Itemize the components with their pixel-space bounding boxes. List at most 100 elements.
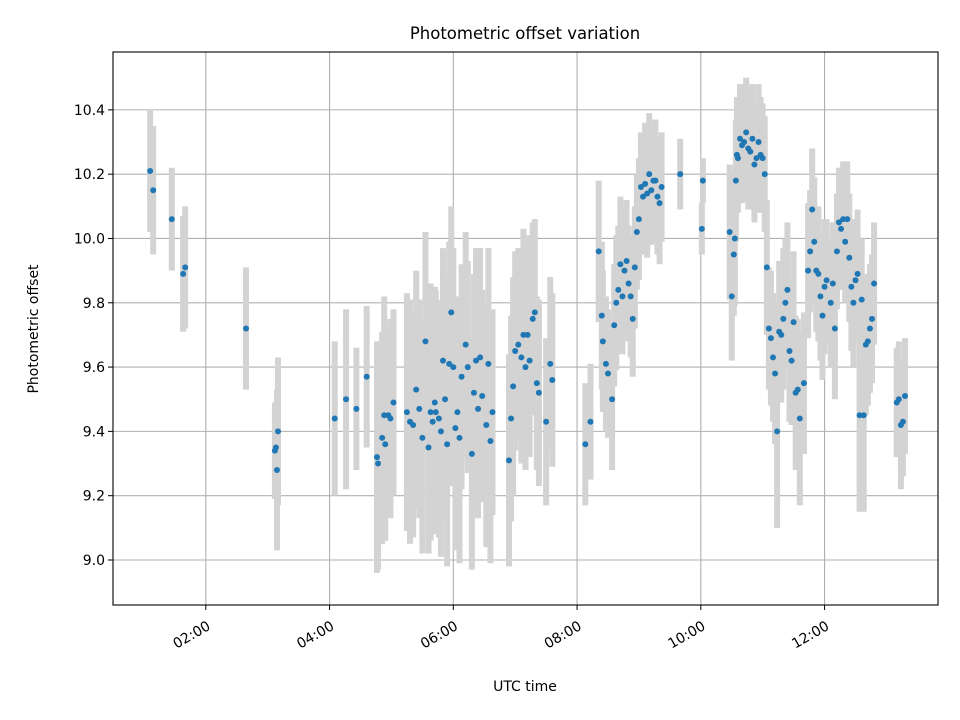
data-point <box>598 312 605 319</box>
chart-title: Photometric offset variation <box>410 24 640 43</box>
data-point <box>621 267 628 274</box>
data-point <box>464 364 471 371</box>
data-point <box>506 457 512 464</box>
data-point <box>827 299 834 306</box>
data-point <box>819 312 826 319</box>
data-point <box>627 293 634 300</box>
data-point <box>698 225 705 232</box>
data-point <box>782 299 789 306</box>
x-axis-label: UTC time <box>493 679 557 695</box>
data-point <box>422 338 429 345</box>
data-point <box>272 444 279 451</box>
data-point <box>854 270 861 277</box>
data-point <box>587 418 594 425</box>
data-point <box>836 219 842 226</box>
data-point <box>811 238 818 245</box>
data-point <box>848 283 855 290</box>
data-point <box>774 428 781 435</box>
data-point <box>623 257 630 264</box>
data-point <box>852 277 859 284</box>
data-point <box>413 386 420 393</box>
data-point <box>726 229 733 236</box>
data-point <box>635 216 642 223</box>
data-point <box>864 338 871 345</box>
data-point <box>382 441 389 448</box>
data-point <box>379 434 386 441</box>
data-point <box>794 386 801 393</box>
data-point <box>759 155 766 162</box>
data-point <box>633 229 640 236</box>
data-point <box>790 319 797 326</box>
data-point <box>479 393 486 400</box>
data-point <box>850 299 857 306</box>
data-point <box>815 270 822 277</box>
data-point <box>699 177 706 184</box>
data-point <box>374 454 380 461</box>
data-point <box>871 280 878 287</box>
data-point <box>763 264 770 271</box>
data-point <box>844 216 851 223</box>
data-point <box>648 187 655 194</box>
data-point <box>526 357 533 364</box>
y-tick-label: 9.6 <box>83 360 105 376</box>
data-point <box>595 248 602 255</box>
data-point <box>840 216 847 223</box>
data-point <box>788 357 795 364</box>
data-point <box>432 409 439 416</box>
data-point <box>734 155 741 162</box>
data-point <box>520 331 527 338</box>
data-point <box>456 434 463 441</box>
data-point <box>468 450 475 457</box>
data-point <box>435 415 442 422</box>
data-point <box>582 441 589 448</box>
data-point <box>642 180 649 187</box>
data-point <box>770 354 776 361</box>
data-point <box>543 418 550 425</box>
data-point <box>869 315 875 322</box>
plot-frame <box>112 51 939 606</box>
data-point <box>833 248 840 255</box>
data-point <box>599 338 606 345</box>
data-point <box>387 415 394 422</box>
data-point <box>419 434 426 441</box>
data-point <box>749 135 756 142</box>
data-point <box>448 309 455 316</box>
y-axis-label: Photometric offset <box>26 264 42 394</box>
data-point <box>168 216 175 223</box>
data-point <box>410 421 417 428</box>
data-point <box>831 325 838 332</box>
data-point <box>737 135 743 142</box>
data-point <box>829 280 836 287</box>
data-point <box>728 293 735 300</box>
data-point <box>446 360 453 367</box>
data-point <box>654 193 661 200</box>
data-point <box>180 270 187 277</box>
y-axis-ticks: 9.0 9.2 9.4 9.6 9.8 10.0 10.2 10.4 <box>74 103 113 569</box>
data-point <box>800 380 807 387</box>
data-point <box>381 412 388 419</box>
data-point <box>440 357 446 364</box>
y-tick-label: 9.4 <box>83 424 105 440</box>
data-point <box>473 357 479 364</box>
data-point <box>613 299 620 306</box>
data-point <box>895 396 902 403</box>
data-point <box>442 396 449 403</box>
data-point <box>602 360 609 367</box>
data-point <box>510 383 517 390</box>
data-point <box>508 415 515 422</box>
data-point <box>625 280 632 287</box>
data-point <box>619 293 626 300</box>
data-point <box>677 171 684 178</box>
data-point <box>390 399 397 406</box>
data-point <box>615 286 622 293</box>
data-point <box>899 418 906 425</box>
data-point <box>437 428 444 435</box>
data-point <box>275 428 281 435</box>
data-point <box>416 405 423 412</box>
data-point <box>444 441 451 448</box>
data-point <box>780 315 787 322</box>
data-point <box>533 380 540 387</box>
data-point <box>535 389 542 396</box>
data-point <box>821 283 828 290</box>
y-tick-label: 10.4 <box>74 103 105 119</box>
